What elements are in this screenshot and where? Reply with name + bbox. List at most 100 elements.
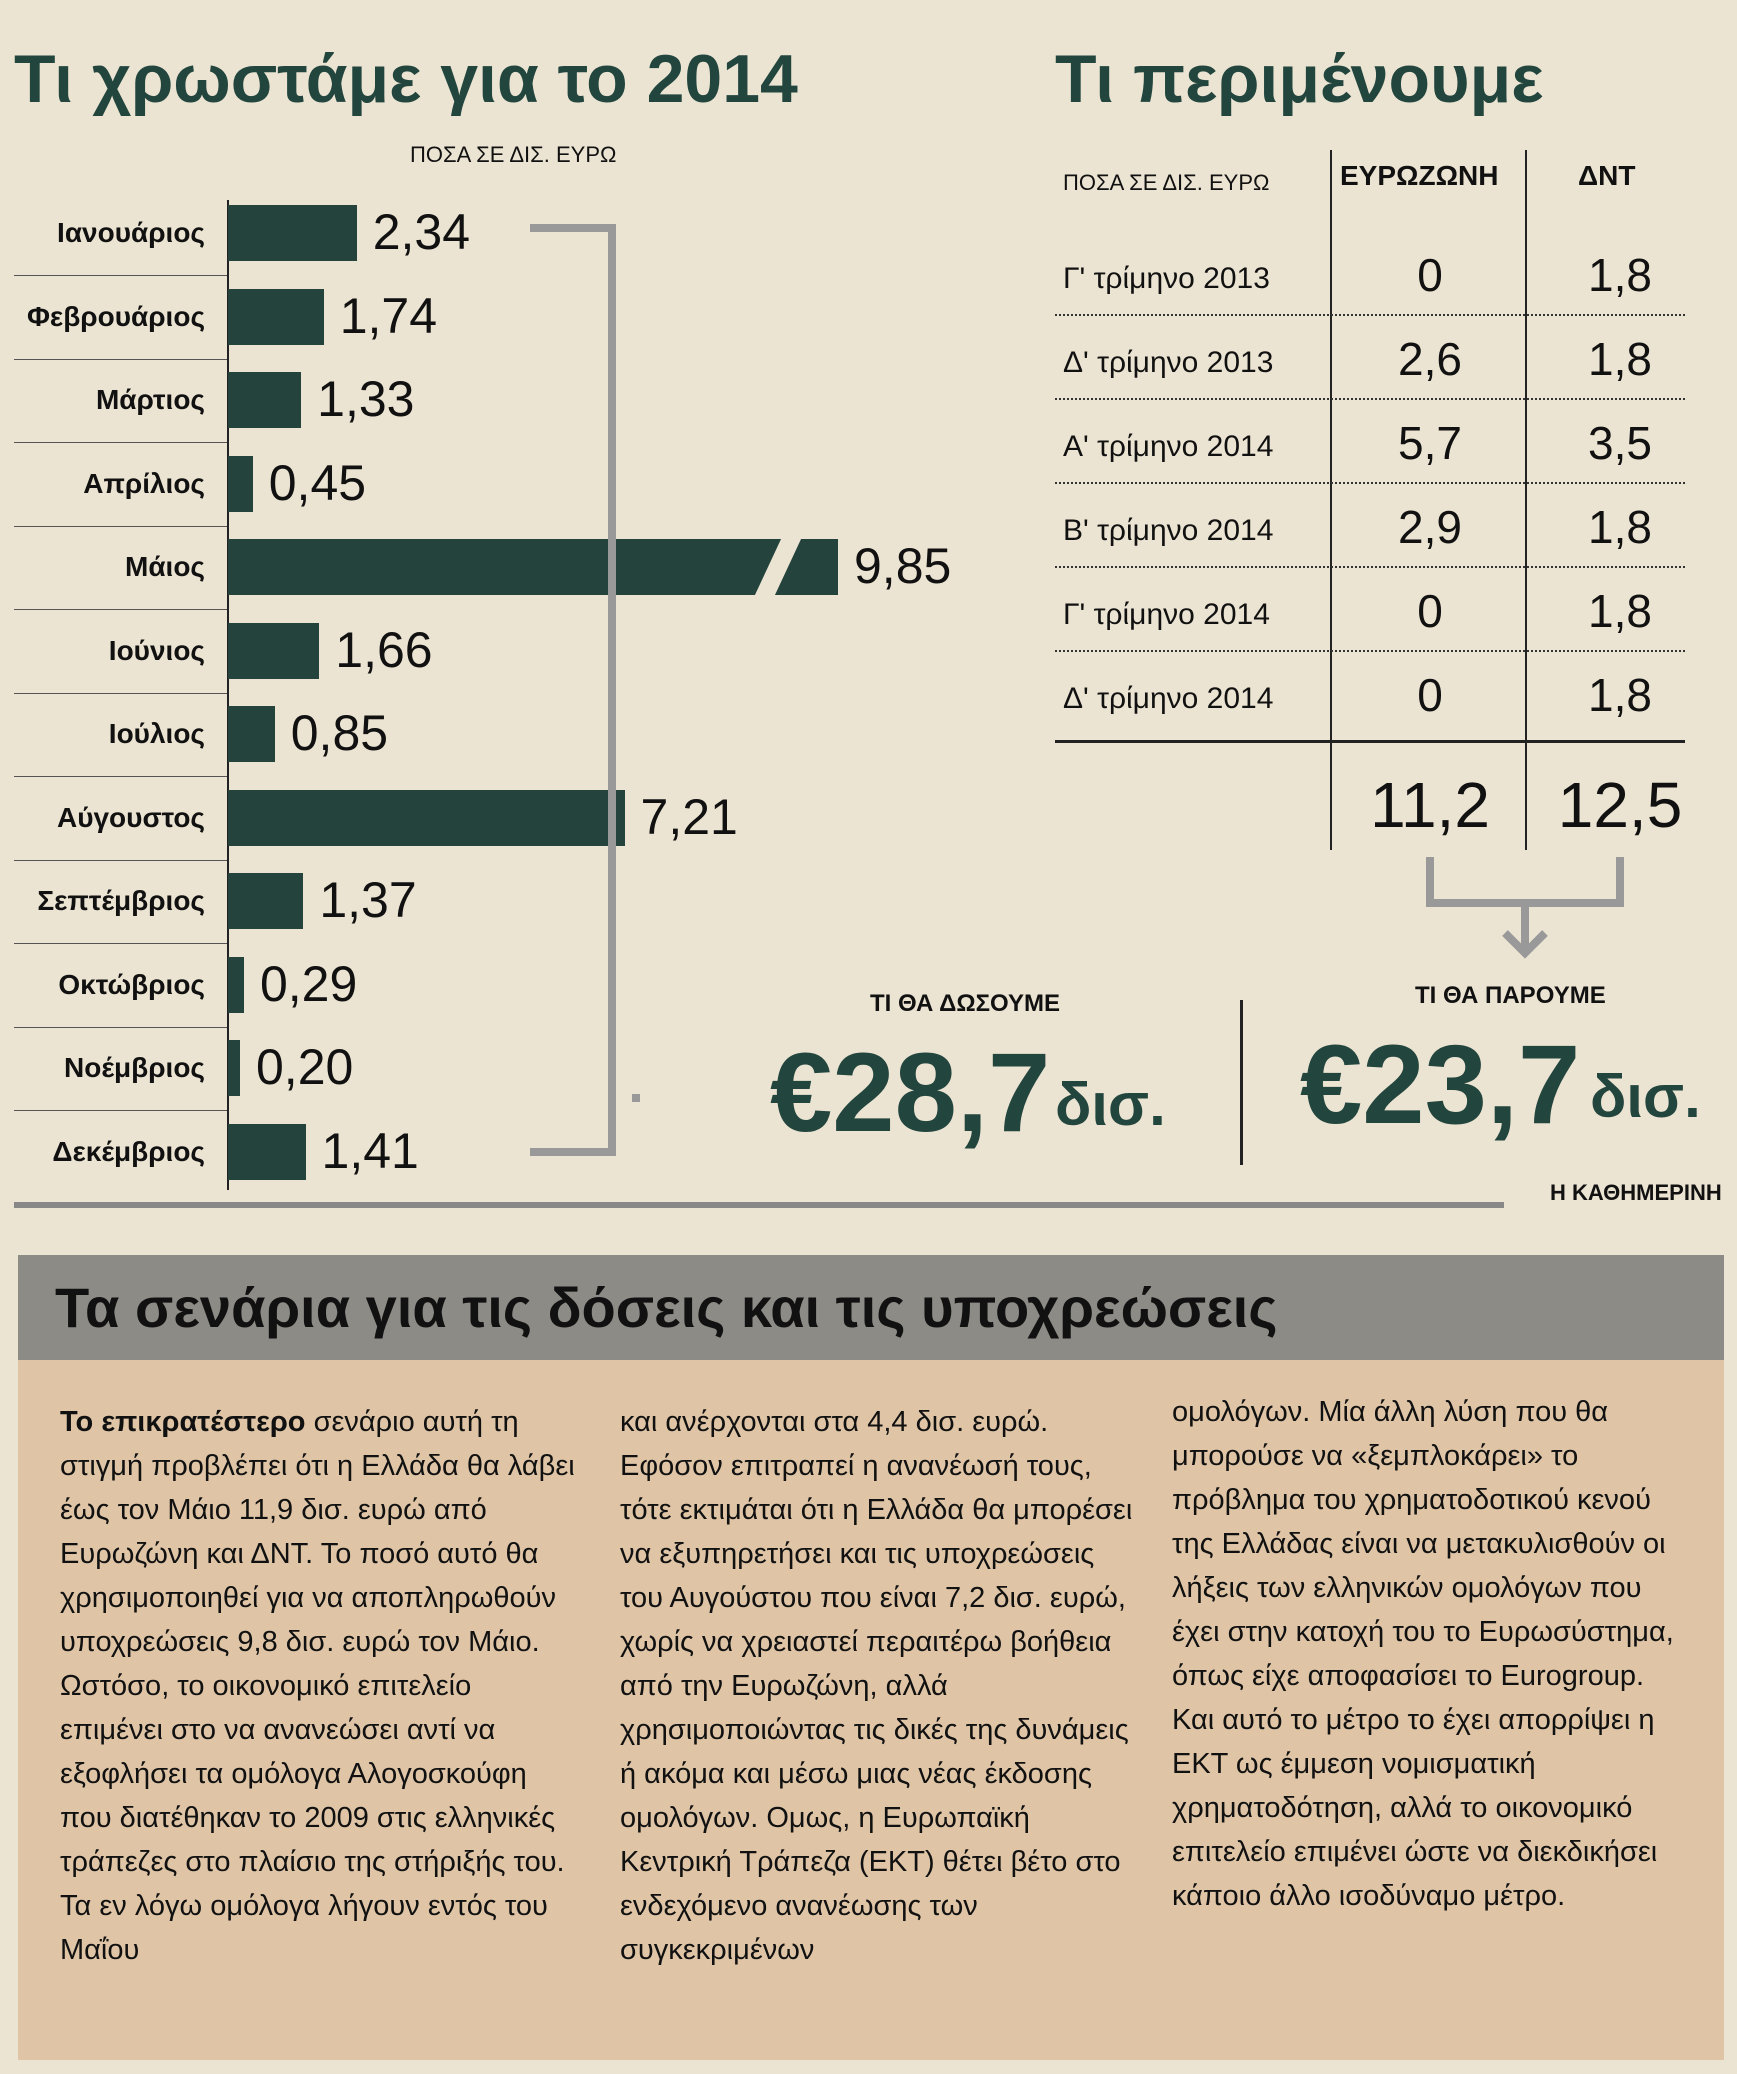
eurozone-value: 0 — [1417, 585, 1443, 637]
month-label: Απρίλιος — [83, 467, 205, 499]
value-label: 2,34 — [372, 204, 471, 260]
col-divider — [1525, 150, 1527, 850]
imf-value: 1,8 — [1588, 249, 1652, 301]
imf-value: 1,8 — [1588, 333, 1652, 385]
imf-value: 1,8 — [1588, 501, 1652, 553]
article-col-3: ομολόγων. Μία άλλη λύση που θα μπορούσε … — [1172, 1396, 1674, 1912]
value-label: 1,66 — [335, 621, 433, 678]
value-label: 9,85 — [854, 538, 952, 594]
imf-value: 3,5 — [1588, 417, 1652, 469]
bar — [228, 1040, 240, 1096]
bar — [228, 873, 304, 929]
bar — [228, 205, 357, 261]
article-col-2: και ανέρχονται στα 4,4 δισ. ευρώ. Εφόσον… — [620, 1406, 1133, 1966]
row-line — [1055, 398, 1685, 400]
rule — [14, 1202, 1504, 1208]
total-eurozone: 11,2 — [1370, 769, 1490, 841]
month-label: Φεβρουάριος — [26, 300, 205, 332]
imf-value: 1,8 — [1588, 585, 1652, 637]
get-unit: δισ. — [1590, 1063, 1701, 1130]
eurozone-value: 2,9 — [1398, 501, 1462, 553]
bar — [228, 706, 275, 762]
gridline — [14, 776, 227, 777]
month-label: Σεπτέμβριος — [37, 885, 205, 916]
total-line — [1055, 740, 1685, 743]
month-label: Νοέμβριος — [64, 1052, 205, 1083]
gridline — [14, 1110, 227, 1111]
bracket-arrow — [530, 224, 640, 1156]
col-imf: ΔΝΤ — [1578, 160, 1636, 191]
give-unit: δισ. — [1055, 1071, 1166, 1138]
article-col-1: Το επικρατέστερο σενάριο αυτή τη στιγμή … — [60, 1400, 580, 1972]
quarter-label: Δ' τρίμηνο 2014 — [1063, 682, 1274, 715]
value-label: 0,85 — [290, 705, 389, 761]
month-label: Μάιος — [125, 551, 205, 582]
bar — [228, 622, 320, 679]
gridline — [14, 525, 227, 527]
col1-text: σενάριο αυτή τη στιγμή προβλέπει ότι η Ε… — [60, 1406, 575, 1966]
eurozone-value: 5,7 — [1398, 417, 1462, 469]
gridline — [14, 1026, 227, 1028]
gridline — [14, 609, 227, 610]
bar — [228, 455, 253, 512]
value-label: 7,21 — [640, 788, 738, 845]
article-body — [18, 1360, 1724, 2060]
left-title: Τι χρωστάμε για το 2014 — [14, 41, 798, 117]
bar — [228, 1123, 306, 1180]
gridline — [14, 275, 227, 276]
quarter-label: Δ' τρίμηνο 2013 — [1063, 346, 1274, 379]
gridline — [14, 442, 227, 443]
left-unit: ΠΟΣΑ ΣΕ ΔΙΣ. ΕΥΡΩ — [410, 142, 617, 167]
month-label: Δεκέμβριος — [52, 1135, 205, 1167]
quarter-label: Γ' τρίμηνο 2014 — [1063, 598, 1270, 631]
value-label: 1,33 — [317, 371, 415, 427]
quarter-label: Γ' τρίμηνο 2013 — [1063, 262, 1270, 295]
bar — [228, 539, 838, 595]
total-imf: 12,5 — [1557, 769, 1683, 841]
divider — [1240, 1000, 1243, 1165]
col-eurozone: ΕΥΡΩΖΩΝΗ — [1340, 160, 1499, 191]
month-label: Ιανουάριος — [57, 217, 205, 248]
axis — [227, 200, 229, 1190]
bar — [228, 789, 625, 846]
eurozone-value: 0 — [1417, 669, 1443, 721]
get-value: €23,7 — [1300, 1022, 1581, 1147]
right-unit: ΠΟΣΑ ΣΕ ΔΙΣ. ΕΥΡΩ — [1063, 170, 1270, 195]
row-line — [1055, 566, 1685, 568]
lead: Το επικρατέστερο — [60, 1406, 306, 1438]
imf-value: 1,8 — [1588, 669, 1652, 721]
month-label: Αύγουστος — [56, 801, 205, 833]
col-divider — [1330, 150, 1332, 850]
right-title: Τι περιμένουμε — [1055, 41, 1544, 117]
month-label: Μάρτιος — [95, 384, 205, 415]
value-label: 1,41 — [321, 1122, 419, 1179]
give-value: €28,7 — [770, 1030, 1051, 1155]
row-line — [1055, 650, 1685, 652]
quarter-label: Β' τρίμηνο 2014 — [1063, 514, 1274, 547]
get-label: ΤΙ ΘΑ ΠΑΡΟΥΜΕ — [1415, 982, 1606, 1009]
month-label: Οκτώβριος — [58, 968, 205, 1000]
gridline — [14, 859, 227, 861]
credit: Η ΚΑΘΗΜΕΡΙΝΗ — [1550, 1180, 1722, 1205]
month-label: Ιούλιος — [108, 718, 205, 749]
merge-arrow — [1426, 857, 1624, 959]
gridline — [14, 358, 227, 360]
bar — [228, 288, 324, 345]
value-label: 1,37 — [319, 872, 417, 928]
give-label: ΤΙ ΘΑ ΔΩΣΟΥΜΕ — [870, 990, 1061, 1017]
row-line — [1055, 482, 1685, 484]
article-header — [18, 1255, 1724, 1360]
gridline — [14, 943, 227, 944]
eurozone-value: 2,6 — [1398, 333, 1462, 385]
row-line — [1055, 314, 1685, 316]
bar — [228, 372, 302, 428]
article-heading: Τα σενάρια για τις δόσεις και τις υποχρε… — [55, 1276, 1278, 1339]
eurozone-value: 0 — [1417, 249, 1443, 301]
quarter-label: Α' τρίμηνο 2014 — [1063, 430, 1274, 463]
value-label: 0,20 — [256, 1039, 354, 1095]
bar — [228, 956, 244, 1013]
value-label: 1,74 — [339, 287, 438, 344]
value-label: 0,45 — [268, 454, 367, 511]
gridline — [14, 692, 227, 694]
value-label: 0,29 — [259, 955, 358, 1012]
